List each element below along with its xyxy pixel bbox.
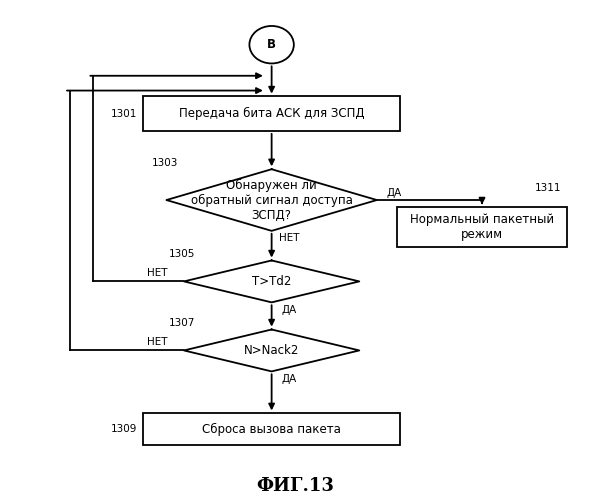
Text: НЕТ: НЕТ <box>148 336 168 346</box>
Text: 1303: 1303 <box>152 158 178 168</box>
Text: Сброса вызова пакета: Сброса вызова пакета <box>202 423 341 436</box>
FancyBboxPatch shape <box>143 414 400 446</box>
Text: 1307: 1307 <box>169 318 196 328</box>
Text: T>Td2: T>Td2 <box>252 275 291 288</box>
Text: В: В <box>267 38 276 51</box>
Text: ДА: ДА <box>281 374 297 384</box>
Polygon shape <box>184 260 359 302</box>
Text: Обнаружен ли
обратный сигнал доступа
ЗСПД?: Обнаружен ли обратный сигнал доступа ЗСП… <box>191 178 353 222</box>
Text: Передача бита АСК для ЗСПД: Передача бита АСК для ЗСПД <box>179 107 365 120</box>
Polygon shape <box>184 330 359 372</box>
Text: НЕТ: НЕТ <box>279 234 299 243</box>
Text: Нормальный пакетный
режим: Нормальный пакетный режим <box>410 213 554 241</box>
Text: 1301: 1301 <box>111 108 137 118</box>
FancyBboxPatch shape <box>397 208 567 247</box>
Text: 1309: 1309 <box>111 424 137 434</box>
Polygon shape <box>166 169 377 231</box>
Text: ФИГ.13: ФИГ.13 <box>256 477 334 495</box>
Text: 1311: 1311 <box>535 182 561 192</box>
Text: ДА: ДА <box>281 304 297 315</box>
Text: НЕТ: НЕТ <box>148 268 168 278</box>
Text: N>Nack2: N>Nack2 <box>244 344 299 357</box>
FancyBboxPatch shape <box>143 96 400 131</box>
Text: 1305: 1305 <box>169 250 196 260</box>
Circle shape <box>250 26 294 64</box>
Text: ДА: ДА <box>386 188 402 198</box>
